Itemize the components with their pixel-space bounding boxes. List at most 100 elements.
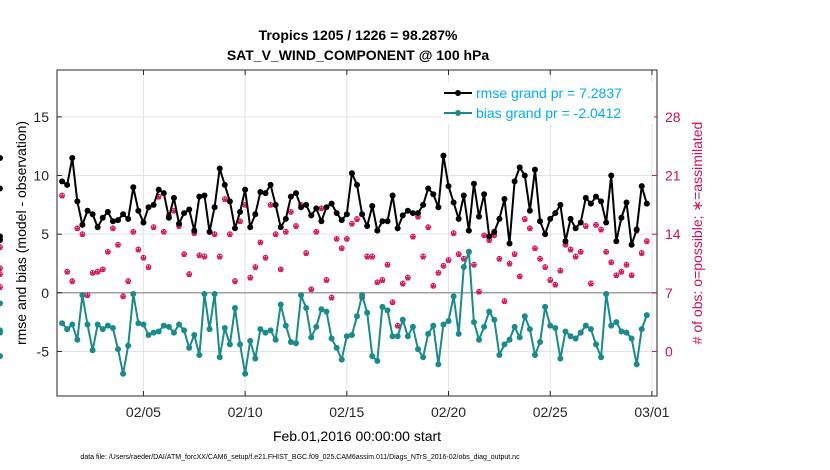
bias-point	[511, 323, 518, 330]
rmse-point	[374, 227, 381, 234]
rmse-point	[354, 181, 360, 188]
obs-assimilated-point: *	[309, 284, 315, 300]
obs-possible-point	[577, 248, 584, 255]
obs-assimilated-point: *	[197, 250, 203, 266]
obs-possible-point	[252, 264, 259, 270]
rmse-point	[542, 231, 549, 238]
obs-possible-point	[516, 273, 523, 280]
obs-assimilated-point: *	[359, 292, 365, 308]
obs-possible-point	[628, 272, 635, 279]
bias-point	[298, 292, 305, 299]
obs-assimilated-point: *	[395, 320, 401, 336]
bias-point	[501, 341, 508, 348]
obs-assimilated-point: *	[578, 246, 584, 262]
rmse-point	[59, 178, 66, 185]
rmse-point	[430, 191, 437, 198]
bias-point	[211, 290, 218, 297]
bias-point	[0, 353, 3, 360]
bias-point	[542, 303, 549, 310]
obs-assimilated-point: *	[95, 266, 101, 282]
obs-possible-point	[79, 231, 86, 238]
rmse-point	[150, 201, 157, 208]
obs-possible-point	[643, 238, 650, 245]
rmse-point	[338, 217, 345, 224]
obs-possible-point	[593, 221, 599, 228]
bias-point	[598, 354, 605, 361]
bias-point	[267, 327, 274, 334]
obs-assimilated-point: *	[370, 251, 376, 267]
bias-point	[272, 336, 279, 343]
obs-assimilated-point: *	[90, 267, 96, 283]
obs-assimilated-point: *	[176, 220, 182, 236]
bias-point	[440, 321, 447, 328]
obs-possible-point	[59, 192, 65, 199]
obs-possible-point	[226, 231, 233, 238]
obs-possible-point	[110, 225, 116, 232]
rmse-point	[277, 224, 284, 231]
obs-assimilated-point: *	[502, 295, 508, 311]
obs-assimilated-point: *	[293, 220, 299, 236]
y-tick-label-right: 7	[665, 285, 673, 301]
obs-assimilated-point: *	[558, 265, 564, 281]
rmse-point	[440, 152, 447, 159]
bias-point	[99, 326, 106, 333]
x-tick-label: 03/01	[634, 404, 669, 420]
legend-box	[442, 82, 654, 124]
rmse-point	[608, 172, 615, 179]
rmse-point	[303, 201, 310, 208]
rmse-point	[643, 200, 650, 207]
legend-marker	[455, 110, 461, 116]
obs-assimilated-point: *	[410, 231, 416, 247]
bias-point	[252, 355, 259, 362]
bias-point	[333, 344, 340, 351]
obs-assimilated-point: *	[0, 281, 3, 297]
obs-assimilated-point: *	[425, 221, 431, 237]
obs-possible-point	[420, 253, 427, 260]
y-tick-label-right: 28	[665, 109, 681, 125]
obs-possible-point	[130, 228, 137, 235]
obs-assimilated-point: *	[339, 243, 345, 259]
bias-point	[465, 248, 472, 255]
bias-point	[292, 340, 299, 347]
bias-point	[399, 316, 406, 323]
grid-lines	[57, 70, 657, 396]
obs-assimilated-point: *	[212, 229, 218, 245]
bias-point	[64, 326, 71, 333]
rmse-point	[455, 215, 462, 222]
rmse-point	[470, 180, 477, 187]
obs-assimilated-point: *	[222, 193, 228, 209]
x-tick-label: 02/25	[533, 404, 568, 420]
rmse-point	[557, 201, 564, 208]
y-tick-label-left: -5	[37, 343, 50, 359]
bias-point	[633, 361, 640, 368]
obs-possible-point	[160, 228, 167, 235]
bias-point	[506, 336, 513, 343]
obs-possible-point	[125, 278, 132, 284]
rmse-point	[618, 214, 625, 221]
bias-point	[384, 307, 391, 314]
obs-assimilated-point: *	[288, 206, 294, 222]
bias-point	[94, 321, 101, 328]
rmse-point	[328, 200, 335, 207]
bias-point	[191, 332, 198, 339]
obs-possible-point	[450, 230, 457, 236]
rmse-point	[598, 198, 605, 205]
bias-point	[59, 320, 66, 327]
obs-possible-point	[0, 265, 3, 272]
obs-assimilated-point: *	[390, 297, 396, 313]
bias-point	[155, 328, 162, 335]
obs-assimilated-point: *	[242, 199, 248, 215]
rmse-point	[511, 178, 518, 185]
obs-assimilated-point: *	[161, 226, 167, 242]
bias-point	[328, 335, 335, 342]
bias-point	[0, 327, 3, 334]
obs-possible-point	[567, 246, 574, 253]
obs-assimilated-point: *	[476, 286, 482, 302]
obs-assimilated-point: *	[131, 226, 137, 242]
obs-assimilated-point: *	[171, 205, 177, 221]
rmse-point	[247, 224, 254, 231]
obs-possible-point	[389, 299, 396, 306]
obs-assimilated-point: *	[471, 259, 477, 275]
bias-point	[257, 326, 264, 333]
bias-point	[196, 351, 203, 358]
